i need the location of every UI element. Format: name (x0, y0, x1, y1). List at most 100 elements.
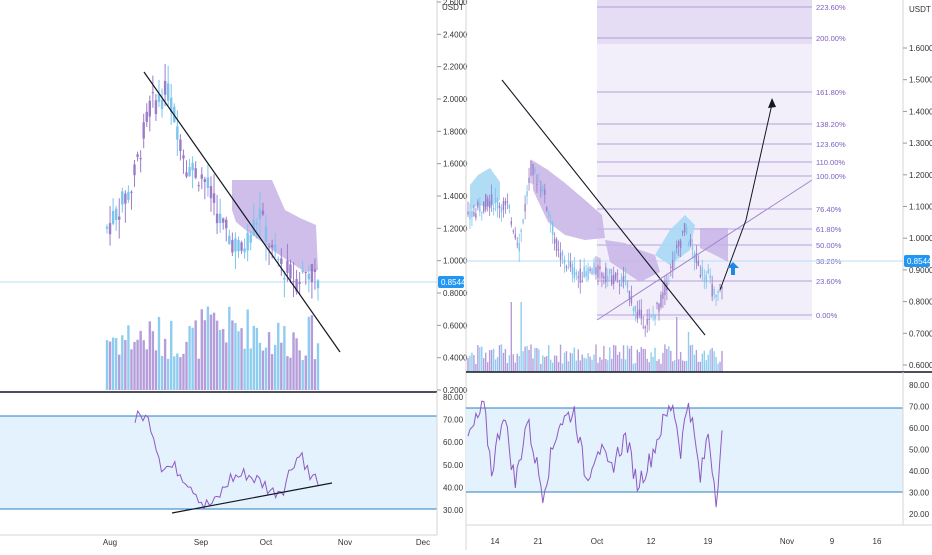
right-volume-bar (609, 347, 611, 372)
left-volume-bar (270, 354, 274, 390)
right-volume-bar (599, 357, 601, 372)
left-volume-bar (225, 342, 228, 390)
left-rsi-line (134, 409, 319, 510)
right-candle-body (618, 284, 621, 286)
left-candle-body (194, 168, 197, 178)
left-candle-body (130, 191, 133, 193)
right-candle-body (589, 268, 591, 271)
right-price-tick-label: 0.6000 (909, 361, 932, 370)
right-candle-body (646, 319, 648, 325)
right-candle-body (709, 275, 711, 279)
right-candle-body (630, 296, 633, 304)
left-volume-bar (228, 306, 231, 390)
left-candle-body (191, 162, 194, 171)
left-volume-bar (273, 344, 277, 390)
left-candle-body (151, 92, 155, 94)
left-volume-bar (246, 309, 249, 390)
left-candle-body (267, 246, 271, 248)
right-candle-body (492, 207, 495, 210)
left-candle-body (289, 264, 292, 279)
right-time-tick-label: 12 (647, 537, 656, 546)
right-volume-bars (467, 302, 723, 372)
right-candle-body (514, 234, 516, 239)
left-candle-body (166, 83, 170, 101)
fib-base-line (596, 179, 813, 321)
right-candle-body (475, 213, 477, 219)
left-volume-bar (139, 330, 142, 390)
left-candle-body (234, 238, 237, 252)
right-price-tick-label: 1.2000 (909, 171, 932, 180)
right-volume-bar (624, 359, 627, 372)
right-price-tick-label: 1.4000 (909, 107, 932, 116)
right-volume-bar (595, 344, 597, 372)
right-volume-bar (563, 352, 566, 372)
left-volume-bar (200, 309, 203, 390)
left-volume-bar (295, 338, 298, 390)
right-candle-body (593, 262, 595, 274)
right-volume-bar (695, 350, 698, 372)
right-candle-body (644, 326, 646, 329)
right-candle-body (528, 177, 530, 183)
right-volume-bar (524, 346, 526, 372)
right-candle-body (538, 180, 540, 182)
right-candle-body (522, 219, 524, 224)
right-volume-bar (642, 348, 644, 372)
left-rsi-tick-label: 70.00 (443, 416, 464, 425)
right-candle-body (542, 185, 544, 193)
left-volume-bar (121, 335, 124, 390)
left-volume-bar (258, 342, 262, 390)
right-price-tick-label: 0.8000 (909, 298, 932, 307)
left-price-tick-label: 2.0000 (443, 95, 468, 104)
left-candle-body (154, 100, 158, 115)
right-volume-bar (471, 352, 473, 372)
left-candle-body (249, 234, 252, 243)
left-price-tick-label: 1.6000 (443, 160, 468, 169)
left-candle-body (215, 213, 219, 224)
right-volume-bar (709, 349, 711, 372)
right-candle-body (597, 264, 599, 278)
right-volume-bar (494, 359, 497, 372)
left-candle-body (176, 126, 179, 140)
left-candle-body (243, 248, 246, 253)
right-candle-body (642, 326, 644, 328)
right-volume-bar (705, 360, 707, 372)
right-volume-bar (561, 363, 564, 372)
fib-levels: 223.60% 200.00% 161.80% 138.20% 123.60% 110.0… (597, 3, 846, 320)
right-candle-body (721, 287, 723, 289)
left-volume-bar (267, 332, 271, 390)
right-candle-body (699, 274, 702, 278)
right-volume-bar (473, 355, 475, 372)
right-volume-bar (636, 349, 639, 372)
right-volume-bar (681, 360, 684, 372)
left-price-tick-label: 0.6000 (443, 321, 468, 330)
right-volume-bar (650, 352, 652, 372)
fib-level-label: 61.80% (816, 225, 842, 234)
right-candle-body (622, 276, 625, 283)
left-candle-body (222, 218, 225, 223)
right-volume-bar (553, 355, 556, 372)
right-candle-body (481, 211, 483, 213)
right-current-price-text: 0.8544 (907, 257, 932, 266)
right-volume-bar (565, 351, 568, 372)
right-volume-bar (469, 355, 471, 372)
right-volume-bar (666, 348, 668, 372)
left-volume-bar (289, 357, 292, 390)
right-volume-bar (691, 344, 694, 372)
left-price-tick-label: 2.2000 (443, 63, 468, 72)
right-volume-bar (500, 344, 503, 372)
right-candle-body (605, 267, 607, 283)
left-candle-body (108, 223, 112, 235)
left-candle-body (157, 94, 161, 102)
right-volume-bar (715, 356, 717, 372)
right-candle-body (467, 211, 469, 215)
right-candle-body (599, 266, 601, 270)
right-volume-bar (573, 347, 576, 372)
right-candle-body (703, 278, 705, 280)
right-volume-bar (638, 352, 641, 372)
right-candle-body (685, 226, 688, 234)
right-candle-body (483, 201, 485, 212)
left-volume-bar (301, 359, 304, 390)
right-volume-bar (656, 360, 658, 372)
right-volume-bar (616, 354, 619, 372)
right-candle-body (695, 253, 698, 264)
